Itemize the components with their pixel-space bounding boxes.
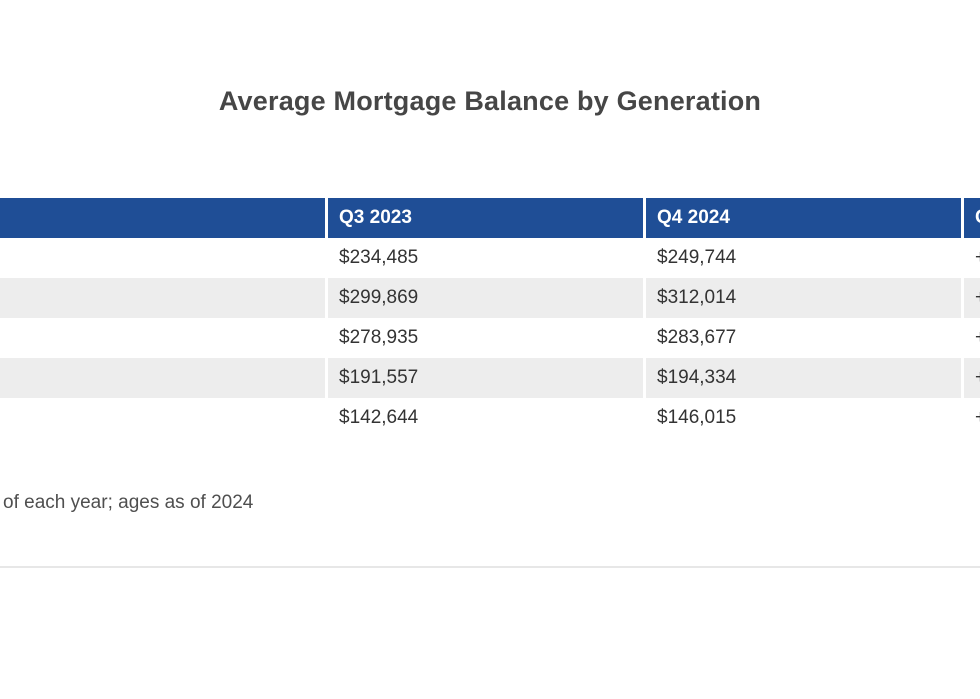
table-cell-generation — [0, 278, 325, 318]
table-cell-generation — [0, 318, 325, 358]
header-cell-generation — [0, 198, 325, 238]
table-cell-change: + — [964, 358, 980, 398]
table-cell-generation — [0, 398, 325, 438]
table-cell-q3-2023: $142,644 — [328, 398, 643, 438]
table-cell-q4-2024: $312,014 — [646, 278, 961, 318]
page-title: Average Mortgage Balance by Generation — [218, 86, 762, 116]
table-cell-change: + — [964, 238, 980, 278]
header-cell-q4-2024: Q4 2024 — [646, 198, 961, 238]
table-cell-q4-2024: $283,677 — [646, 318, 961, 358]
table-cell-q3-2023: $278,935 — [328, 318, 643, 358]
table-cell-generation — [0, 358, 325, 398]
table-cell-change: + — [964, 278, 980, 318]
table-cell-q3-2023: $191,557 — [328, 358, 643, 398]
table-footnote: of each year; ages as of 2024 — [3, 492, 254, 513]
table-cell-q4-2024: $146,015 — [646, 398, 961, 438]
header-cell-change: C — [964, 198, 980, 238]
table-cell-q3-2023: $234,485 — [328, 238, 643, 278]
table-cell-q3-2023: $299,869 — [328, 278, 643, 318]
table-cell-change: + — [964, 318, 980, 358]
table-cell-q4-2024: $194,334 — [646, 358, 961, 398]
header-cell-q3-2023: Q3 2023 — [328, 198, 643, 238]
bottom-divider — [0, 566, 980, 568]
table-cell-q4-2024: $249,744 — [646, 238, 961, 278]
table-cell-change: + — [964, 398, 980, 438]
table-cell-generation — [0, 238, 325, 278]
